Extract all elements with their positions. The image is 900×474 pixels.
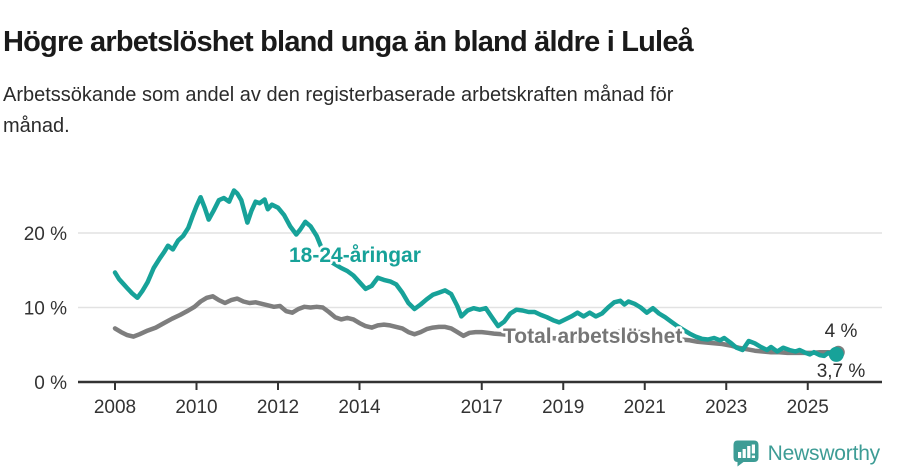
x-tick-label: 2021 (624, 397, 666, 418)
series-label-total: Total arbetslöshet (503, 325, 682, 348)
logo-bar-2 (742, 449, 746, 458)
x-tick-label: 2025 (787, 397, 829, 418)
brand-footer: Newsworthy (733, 440, 880, 467)
subtitle-line-2: månad. (3, 115, 70, 137)
page-title: Högre arbetslöshet bland unga än bland ä… (3, 26, 694, 59)
newsworthy-logo-icon (733, 440, 759, 467)
x-tick-label: 2010 (175, 397, 217, 418)
end-value-label-young: 3,7 % (817, 361, 866, 382)
logo-exclamation-dot (751, 455, 755, 458)
x-tick-label: 2023 (705, 397, 747, 418)
series-line-total (112, 294, 841, 356)
x-tick-label: 2017 (461, 397, 503, 418)
x-tick-label: 2012 (257, 397, 299, 418)
x-tick-label: 2008 (94, 397, 136, 418)
subtitle-line-1: Arbetssökande som andel av den registerb… (3, 84, 674, 106)
end-value-label-total: 4 % (825, 321, 858, 342)
brand-name: Newsworthy (767, 441, 881, 465)
y-tick-label: 20 % (24, 224, 67, 245)
series-label-young: 18-24-åringar (289, 244, 421, 267)
y-tick-label: 0 % (34, 373, 67, 394)
logo-bar-1 (737, 452, 741, 458)
chart-subtitle: Arbetssökande som andel av den registerb… (3, 80, 673, 142)
y-tick-label: 10 % (24, 299, 67, 320)
logo-bar-3 (746, 446, 751, 458)
series-line-young (112, 188, 839, 359)
x-tick-label: 2019 (542, 397, 584, 418)
logo-exclamation-bar (751, 444, 755, 454)
series-end-dot-young (828, 346, 844, 362)
x-tick-label: 2014 (338, 397, 381, 418)
